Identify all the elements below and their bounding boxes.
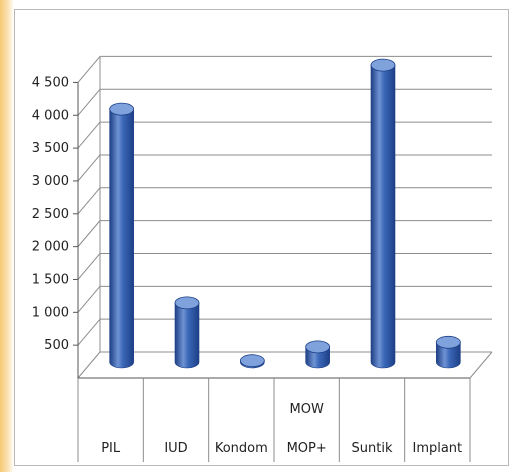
y-tick-label: 3 500 [32, 141, 69, 156]
bar-top [435, 335, 461, 349]
category-label: IUD [164, 441, 187, 456]
gridline-side [77, 318, 101, 346]
gridline-side [77, 187, 101, 215]
y-tick-label: 1 000 [32, 305, 69, 320]
gridline-side [77, 121, 101, 149]
bar-body [174, 302, 200, 369]
y-tick-label: 2 500 [32, 207, 69, 222]
gridline-side [77, 154, 101, 182]
category-label: Suntik [352, 441, 393, 456]
bar-body [436, 341, 461, 369]
gridline-side [77, 88, 101, 116]
category-label: Kondom [215, 441, 268, 456]
y-tick-label: 4 500 [32, 75, 69, 90]
y-axis-ticks: 500 1 000 1 500 2 000 2 500 3 000 3 500 4 000 4 … [32, 75, 78, 353]
category-label: MOW [290, 402, 324, 417]
bar-implant [435, 335, 461, 369]
category-table: PIL IUD Kondom MOW MOP+ Suntik Implant [77, 378, 471, 462]
gridline-side [77, 56, 101, 83]
y-tick-label: 500 [44, 338, 69, 353]
y-tick-label: 4 000 [32, 108, 69, 123]
bar-body [109, 108, 134, 369]
gridlines [77, 55, 492, 379]
bar-mow-mop- [305, 340, 331, 369]
bar-top [305, 340, 331, 354]
y-tick-label: 3 000 [32, 174, 69, 189]
gridline-side [77, 253, 101, 280]
category-label: Implant [412, 441, 462, 456]
gridline-side [77, 220, 101, 247]
chart-frame [14, 9, 509, 466]
gridline-side [77, 285, 101, 313]
gridline-side [77, 351, 101, 379]
y-tick-label: 1 500 [32, 272, 69, 287]
axes [77, 56, 493, 379]
category-label: PIL [101, 441, 121, 456]
bar-kondom [239, 354, 265, 369]
bar-top [109, 102, 135, 116]
bars [109, 58, 461, 369]
bar-suntik [370, 58, 396, 369]
y-tick-label: 2 000 [32, 240, 69, 255]
category-label: MOP+ [287, 441, 327, 456]
bar-top [239, 354, 265, 368]
bar-body [370, 64, 396, 369]
bar-top [174, 296, 200, 310]
bar-top [370, 58, 396, 72]
floor-right-edge [469, 351, 493, 379]
bar-iud [174, 296, 200, 369]
bar-pil [109, 102, 135, 369]
